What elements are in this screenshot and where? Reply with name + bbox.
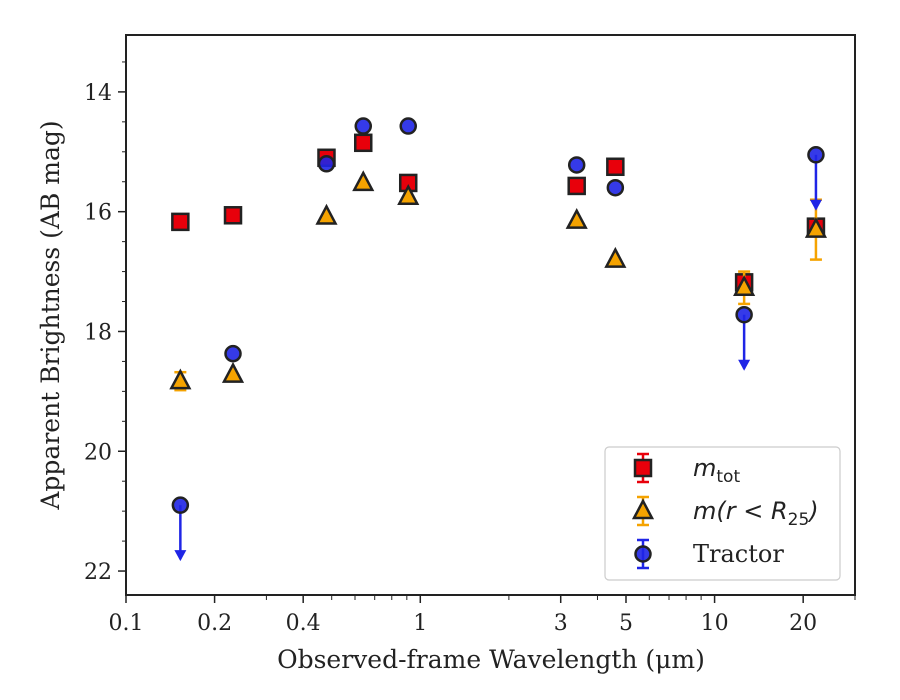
circle-marker <box>317 155 336 173</box>
triangle-marker <box>565 207 588 229</box>
triangle-marker <box>315 203 338 225</box>
x-tick-label: 5 <box>619 611 633 636</box>
triangle-marker <box>733 275 756 296</box>
legend-item: Tractor <box>634 538 784 570</box>
data-point <box>399 117 417 135</box>
square-marker <box>171 212 190 232</box>
circle-marker <box>807 146 825 164</box>
legend-item: mtot <box>633 452 740 487</box>
circle-marker <box>171 496 190 514</box>
circle-marker <box>354 117 373 135</box>
circle-marker <box>399 117 417 135</box>
x-tick-label: 10 <box>701 611 729 636</box>
y-tick-label: 18 <box>84 320 112 345</box>
x-tick-label: 0.4 <box>286 611 321 636</box>
data-point <box>397 184 420 205</box>
data-point <box>169 368 192 392</box>
circle-marker <box>606 178 625 197</box>
x-tick-label: 0.1 <box>109 611 144 636</box>
triangle-marker <box>604 246 627 268</box>
data-point <box>606 157 625 177</box>
triangle-marker <box>804 216 828 238</box>
data-point <box>223 206 243 225</box>
square-marker <box>354 133 373 153</box>
data-point <box>565 207 588 229</box>
data-point <box>171 212 190 232</box>
legend-square-marker <box>633 458 653 478</box>
upper-limit-arrowhead <box>809 199 822 211</box>
triangle-marker <box>169 368 192 390</box>
x-tick-label: 1 <box>413 611 427 636</box>
axes: 0.1 0.2 0.4 1 3 5 10 20 14 16 18 20 22 <box>84 34 856 636</box>
y-axis-label: Apparent Brightness (AB mag) <box>36 120 65 510</box>
legend-label: Tractor <box>693 540 784 568</box>
square-marker <box>606 157 625 177</box>
y-tick-label: 22 <box>84 560 112 585</box>
data-point <box>567 156 586 174</box>
legend: mtot m(r < R25) Tractor <box>604 446 841 581</box>
x-axis-label: Observed-frame Wavelength (μm) <box>277 645 705 674</box>
triangle-marker <box>221 361 245 383</box>
y-tick-label: 14 <box>84 81 112 106</box>
data-point <box>604 246 627 268</box>
circle-marker <box>567 156 586 174</box>
data-marks <box>169 117 828 562</box>
x-tick-label: 20 <box>789 611 817 636</box>
upper-limit-arrowhead <box>738 359 751 371</box>
data-point <box>171 496 190 562</box>
data-point <box>735 305 753 371</box>
data-point <box>315 203 338 225</box>
data-point <box>354 133 373 153</box>
legend-circle-marker <box>634 545 652 563</box>
legend-box <box>604 446 841 581</box>
legend-item: m(r < R25) <box>631 495 819 530</box>
data-point <box>733 270 756 306</box>
legend-label: m(r < R25) <box>693 497 819 530</box>
x-tick-label: 0.2 <box>197 611 232 636</box>
y-tick-label: 16 <box>84 201 112 226</box>
square-marker <box>223 206 243 225</box>
data-point <box>221 361 245 383</box>
triangle-marker <box>397 184 420 205</box>
legend-triangle-marker <box>631 498 655 520</box>
x-tick-label: 3 <box>554 611 568 636</box>
data-point <box>317 155 336 173</box>
upper-limit-arrowhead <box>174 550 187 562</box>
data-point <box>567 176 586 196</box>
circle-marker <box>735 305 753 324</box>
triangle-marker <box>352 170 375 192</box>
y-tick-label: 20 <box>84 440 112 465</box>
square-marker <box>567 176 586 196</box>
data-point <box>352 170 375 192</box>
data-point <box>354 117 373 135</box>
legend-label: mtot <box>693 454 740 487</box>
data-point <box>606 178 625 197</box>
plot-frame <box>125 34 856 596</box>
data-point <box>224 344 242 363</box>
circle-marker <box>224 344 242 363</box>
data-point <box>807 146 825 211</box>
